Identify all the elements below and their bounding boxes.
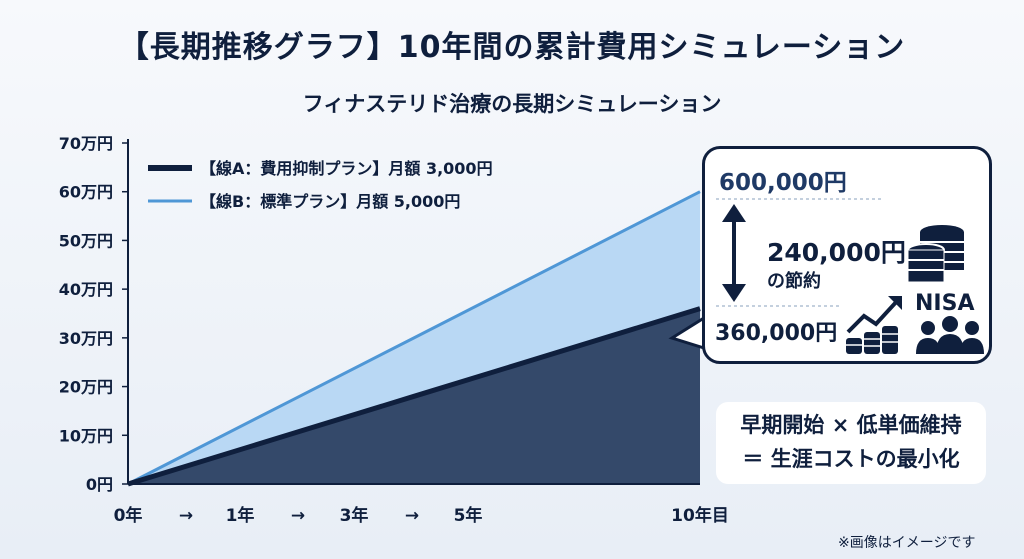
coin-stack-icon — [907, 225, 964, 283]
series-a-line — [127, 306, 701, 487]
x-tick-label: 3年 — [340, 505, 369, 526]
footnote: ※画像はイメージです — [838, 535, 976, 551]
y-tick-label: 50万円 — [59, 231, 113, 250]
key-message-box: 早期開始 × 低単価維持 ＝ 生涯コストの最小化 — [716, 402, 986, 484]
savings-label: の節約 — [767, 271, 821, 292]
nisa-label: NISA — [915, 291, 975, 316]
y-tick-label: 20万円 — [59, 378, 113, 397]
x-tick-label: 5年 — [454, 505, 483, 526]
legend-label-b: 【線B：標準プラン】月額 5,000円 — [200, 192, 460, 211]
key-message-line1: 早期開始 × 低単価維持 — [740, 413, 962, 437]
x-tick-label: 1年 — [226, 505, 255, 526]
chart-subtitle: フィナステリド治療の長期シミュレーション — [302, 92, 722, 116]
callout-graphics — [716, 198, 984, 354]
y-tick-label: 10万円 — [59, 426, 113, 445]
x-arrow: → — [291, 506, 305, 526]
y-tick-label: 40万円 — [59, 280, 113, 299]
coins-icon — [846, 326, 898, 354]
x-tick-label: 10年目 — [671, 505, 729, 526]
page-title: 【長期推移グラフ】10年間の累計費用シミュレーション — [118, 30, 906, 65]
savings-callout: 600,000円 — [702, 146, 992, 364]
y-tick-label: 70万円 — [59, 134, 113, 153]
x-arrow: → — [179, 506, 193, 526]
x-tick-label: 0年 — [114, 505, 143, 526]
y-tick-label: 60万円 — [59, 183, 113, 202]
series-b-line — [127, 190, 701, 486]
growth-chart-icon — [846, 296, 902, 334]
legend-label-a: 【線A：費用抑制プラン】月額 3,000円 — [200, 159, 493, 178]
callout-bottom-value: 360,000円 — [715, 321, 838, 346]
savings-value: 240,000円 — [767, 238, 906, 267]
double-arrow-icon — [722, 204, 746, 302]
y-tick-label: 30万円 — [59, 329, 113, 348]
callout-top-value: 600,000円 — [719, 170, 847, 196]
people-icon — [916, 316, 984, 354]
y-tick-label: 0円 — [86, 475, 113, 494]
key-message-line2: ＝ 生涯コストの最小化 — [742, 447, 960, 471]
x-arrow: → — [405, 506, 419, 526]
